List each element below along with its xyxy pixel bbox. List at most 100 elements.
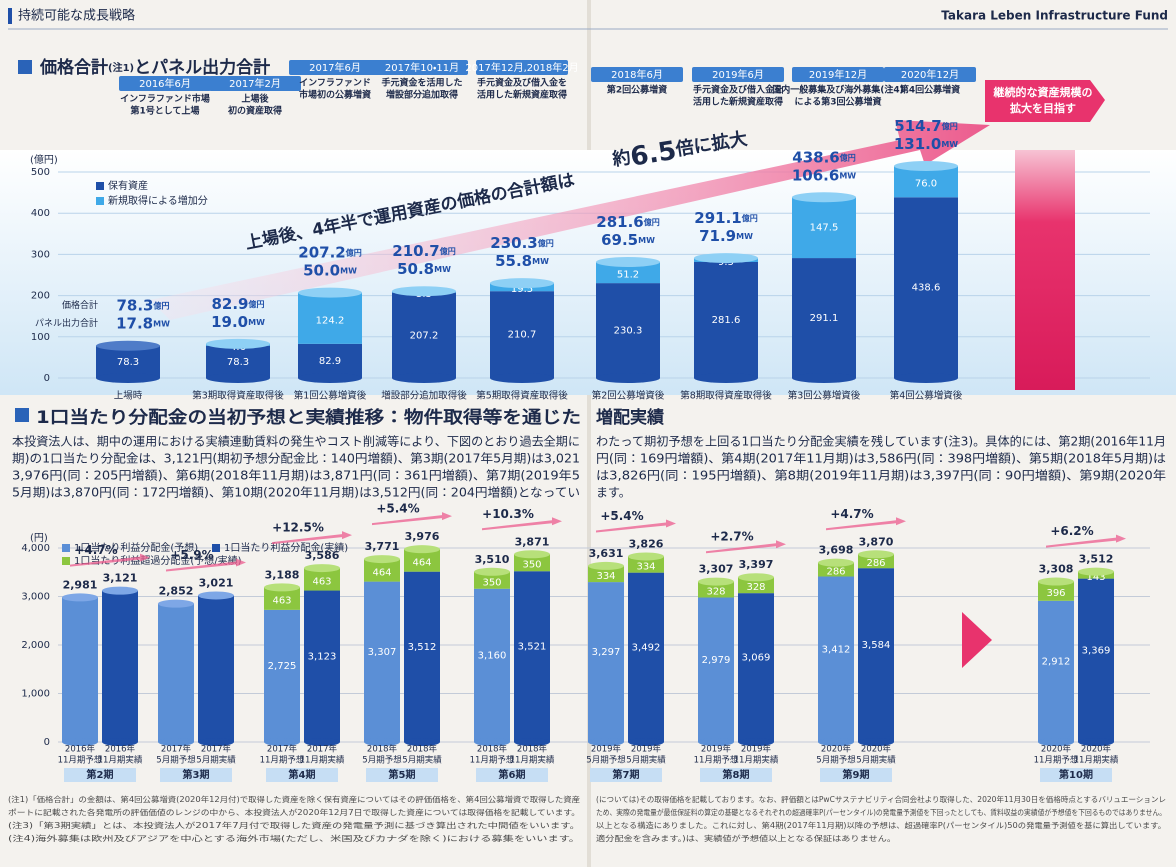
bar-cap [158, 599, 194, 608]
milestone-text: 手元資金及び借入金を [693, 84, 783, 96]
bar-value: 143 [1086, 572, 1105, 583]
bar-value: 3,297 [592, 647, 621, 658]
bar-segment [588, 565, 624, 583]
milestone-text: 第1号として上場 [130, 105, 200, 117]
bar-value: 2,725 [268, 661, 297, 672]
bar-base [818, 738, 854, 746]
bar-value: 3,521 [518, 642, 547, 653]
bar-label: 2020年 [1041, 744, 1072, 755]
price-total-part: 億円 [248, 298, 265, 308]
next-arrow [962, 612, 992, 668]
bar-segment [738, 577, 774, 594]
bar-segment [474, 571, 510, 589]
price-total: 514.7億円 [894, 116, 957, 134]
period-box [476, 768, 548, 782]
bar-segment [1038, 581, 1074, 601]
total-label: 3,308 [1039, 563, 1074, 576]
milestone-text: インフラファンド [299, 78, 371, 89]
bar-segment [514, 554, 550, 572]
milestone-date-box [476, 60, 568, 75]
bar-label: 5月期予想 [362, 755, 402, 766]
bar-segment [894, 197, 958, 378]
section-title: 1口当たり分配金の当初予想と実績推移：物件取得等を通じた [36, 407, 581, 428]
bar-label: 2018年 [407, 744, 438, 755]
bar-value: 78.3 [227, 357, 249, 368]
price-total-part: 億円 [345, 247, 362, 257]
target-box [985, 80, 1105, 122]
bar-label: 11月期実績 [1074, 755, 1119, 766]
output-total: 19.0MW [211, 312, 265, 330]
bar-segment [858, 568, 894, 742]
bar-label: 2016年 [105, 744, 136, 755]
bar-label: 2018年 [367, 744, 398, 755]
bar-segment [818, 576, 854, 742]
footnote: 以上となる構造にありました。これに対し、第4期(2017年11月期)以降の予想は… [596, 820, 1166, 830]
bar-base [102, 738, 138, 746]
total-label: 3,771 [365, 540, 400, 553]
milestone-text: 市場初の公募増資 [299, 89, 371, 101]
bar-value: 286 [826, 567, 845, 578]
total-label: 3,188 [265, 568, 300, 581]
bar-value: 3,123 [308, 651, 337, 662]
bar-label: 2018年 [517, 744, 548, 755]
bar-base [738, 738, 774, 746]
milestone-date: 2016年6月 [139, 77, 191, 90]
legend-label: 保有資産 [108, 179, 148, 192]
bar-segment [596, 262, 660, 284]
period-label: 第7期 [613, 768, 640, 781]
milestone-date-box [376, 60, 468, 75]
bar-value: 3,069 [742, 653, 771, 664]
period-label: 第9期 [843, 768, 870, 781]
bar-cap [694, 253, 758, 264]
total-name: パネル出力合計 [35, 317, 98, 329]
bar-label: 2020年 [821, 744, 852, 755]
growth-arrow [150, 120, 990, 320]
total-label: 3,512 [1079, 553, 1114, 566]
period-label: 第5期 [389, 768, 416, 781]
y-tick-label: 2,000 [21, 640, 50, 651]
price-total: 210.7億円 [392, 242, 455, 260]
body-text: 3,976円(同：205円増額)、第6期(2018年11月期)は3,871円(同… [12, 469, 580, 483]
bar-value: 464 [372, 567, 391, 578]
total-label: 3,826 [629, 537, 664, 550]
bar-segment [404, 549, 440, 572]
price-total-part: 82.9 [211, 294, 248, 312]
x-tick-label: 第8期取得資産取得後 [680, 390, 772, 402]
bar-base [206, 373, 270, 383]
bar-cap [698, 577, 734, 586]
bar-cap [404, 545, 440, 554]
period-label: 第8期 [723, 768, 750, 781]
legend-label: 1口当たり利益分配金(実績) [224, 541, 348, 554]
bar-label: 2020年 [1081, 744, 1112, 755]
bar-base [1078, 738, 1114, 746]
price-total-part: 億円 [839, 152, 856, 162]
bar-cap [1078, 567, 1114, 576]
growth-label: +4.7% [830, 507, 873, 521]
price-total-part: 281.6 [596, 213, 643, 231]
bar-value: 334 [596, 571, 615, 582]
bar-segment [596, 283, 660, 378]
bar-base [404, 738, 440, 746]
bar-value: 3,584 [862, 640, 891, 651]
growth-label-part: 6.5 [628, 135, 678, 172]
target-text: 拡大を目指す [1010, 101, 1076, 115]
output-total: 71.9MW [699, 227, 753, 245]
milestone-date: 2017年6月 [309, 61, 361, 74]
bar-segment [698, 597, 734, 742]
output-total-part: 50.8 [397, 260, 434, 278]
y-tick-label: 500 [31, 167, 50, 178]
x-tick-label: 第5期取得資産取得後 [476, 390, 568, 402]
bar-base [474, 738, 510, 746]
body-text: 本投資法人は、期中の運用における実績連動賃料の発生やコスト削減等により、下図のと… [12, 434, 580, 449]
growth-label: +5.4% [376, 502, 419, 516]
bar-value: 3,160 [478, 650, 507, 661]
bar-segment [858, 554, 894, 569]
milestone-date: 2017年12月,2018年2月 [465, 61, 578, 74]
bar-segment [404, 571, 440, 742]
growth-arrow [596, 519, 676, 533]
x-tick-label: 増設部分追加取得後 [381, 390, 467, 402]
bar-cap [474, 567, 510, 576]
y-tick-label: 0 [44, 373, 50, 384]
